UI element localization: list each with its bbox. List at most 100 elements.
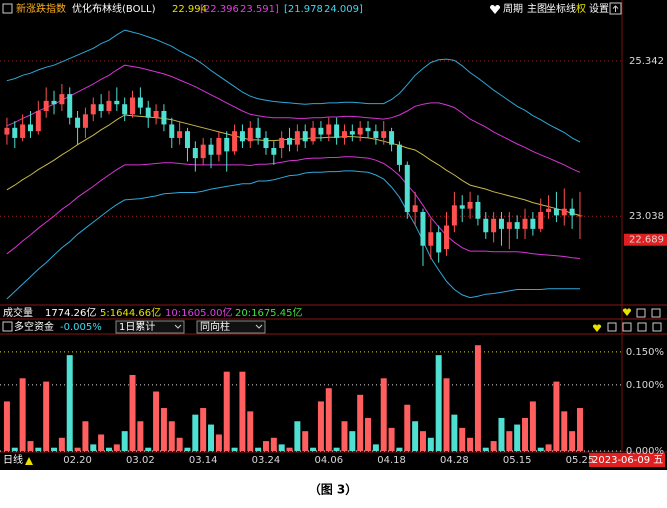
candle-body: [82, 114, 88, 128]
candle-body: [349, 131, 355, 135]
candle-body: [35, 110, 41, 132]
candle-body: [67, 94, 73, 118]
bar: [137, 421, 144, 451]
bar: [129, 374, 136, 451]
dropdown[interactable]: [196, 320, 266, 334]
bar: [113, 444, 120, 451]
candle-body: [75, 117, 81, 128]
candle-body: [145, 107, 151, 118]
flow-label: 多空资金: [14, 320, 54, 333]
indicator-name[interactable]: 新涨跌指数: [16, 2, 66, 15]
bar: [255, 447, 262, 451]
menu-item[interactable]: 周期: [503, 3, 523, 15]
heart-icon[interactable]: [489, 4, 501, 14]
bar: [396, 447, 403, 451]
bar: [435, 355, 442, 451]
x-tick-label: 03.14: [189, 455, 218, 466]
candle-body: [177, 131, 183, 138]
candle-body: [404, 164, 410, 213]
candle-body: [318, 127, 324, 135]
help-icon[interactable]: [2, 321, 13, 332]
candle-body: [546, 208, 552, 213]
dropdown[interactable]: [115, 320, 185, 334]
icon[interactable]: [622, 322, 632, 332]
candle-body: [255, 127, 261, 138]
bar: [419, 431, 426, 451]
x-tick-label: 03.24: [252, 455, 281, 466]
heart-icon[interactable]: [622, 308, 632, 316]
menu-item[interactable]: 主图: [527, 3, 547, 15]
bar: [522, 417, 529, 451]
bar: [286, 447, 293, 451]
bar: [333, 447, 340, 451]
candle-body: [122, 104, 128, 115]
icon[interactable]: [607, 322, 617, 332]
candle-body: [334, 124, 340, 138]
candle-body: [192, 148, 198, 159]
candle-body: [389, 131, 395, 145]
candle-body: [216, 137, 222, 155]
candle-body: [341, 131, 347, 138]
expand-arrow: [612, 5, 619, 12]
dropdown-text[interactable]: 1日累计: [119, 320, 155, 333]
expand-icon[interactable]: [609, 2, 622, 15]
icon[interactable]: [651, 308, 661, 318]
candle-body: [553, 208, 559, 216]
dropdown-text[interactable]: 同向柱: [200, 320, 230, 333]
icon[interactable]: [636, 308, 646, 318]
candle-body: [43, 100, 49, 111]
bar: [498, 417, 505, 451]
candle-body: [412, 205, 418, 213]
boll-line: [6, 29, 581, 143]
candle-body: [27, 124, 33, 132]
boll-inner-low: [22.396: [200, 4, 239, 15]
menu-item[interactable]: 坐标线: [546, 2, 576, 15]
boll-line: [6, 156, 581, 259]
y-tick-label: 0.150%: [626, 347, 664, 358]
bar: [121, 431, 128, 451]
bar: [19, 378, 26, 451]
background: [0, 0, 667, 470]
bar: [317, 401, 324, 451]
boll-line: [6, 64, 581, 173]
boll-outer-low: [21.978: [284, 4, 323, 15]
icon[interactable]: [2, 3, 13, 14]
study-name: 优化布林线(BOLL): [72, 2, 156, 15]
candle-body: [569, 208, 575, 216]
bar: [247, 411, 254, 451]
y-tick-label: 0.000%: [626, 446, 664, 457]
candle-body: [428, 232, 434, 246]
flow-value: -0.005%: [60, 322, 102, 333]
candle-body: [271, 148, 277, 155]
menu-item[interactable]: 权: [576, 2, 586, 15]
bar: [27, 441, 34, 451]
candle-body: [239, 131, 245, 142]
bar: [325, 388, 332, 451]
bar: [98, 434, 105, 451]
menu-item[interactable]: 设置: [589, 3, 609, 15]
bar: [66, 355, 73, 451]
candle-body: [365, 127, 371, 132]
period-label[interactable]: 日线: [3, 453, 23, 466]
x-tick-label: 03.02: [126, 455, 155, 466]
heart-icon[interactable]: [592, 324, 602, 332]
period-icon[interactable]: [25, 457, 33, 465]
bar: [231, 447, 238, 451]
boll-line: [6, 114, 581, 216]
candle-body: [506, 222, 512, 229]
candle-body: [114, 100, 120, 105]
bar: [192, 414, 199, 451]
boll-inner-high: 23.591]: [240, 4, 279, 15]
x-tick-label: 04.28: [440, 455, 469, 466]
candle-body: [436, 232, 442, 253]
bar: [302, 431, 309, 451]
candle-body: [577, 215, 583, 217]
bar: [380, 378, 387, 451]
candle-body: [483, 218, 489, 233]
icon[interactable]: [652, 322, 662, 332]
icon[interactable]: [637, 322, 647, 332]
bar: [514, 424, 521, 451]
caption: （图 3）: [309, 482, 358, 497]
bar: [262, 441, 269, 451]
bar: [404, 404, 411, 451]
